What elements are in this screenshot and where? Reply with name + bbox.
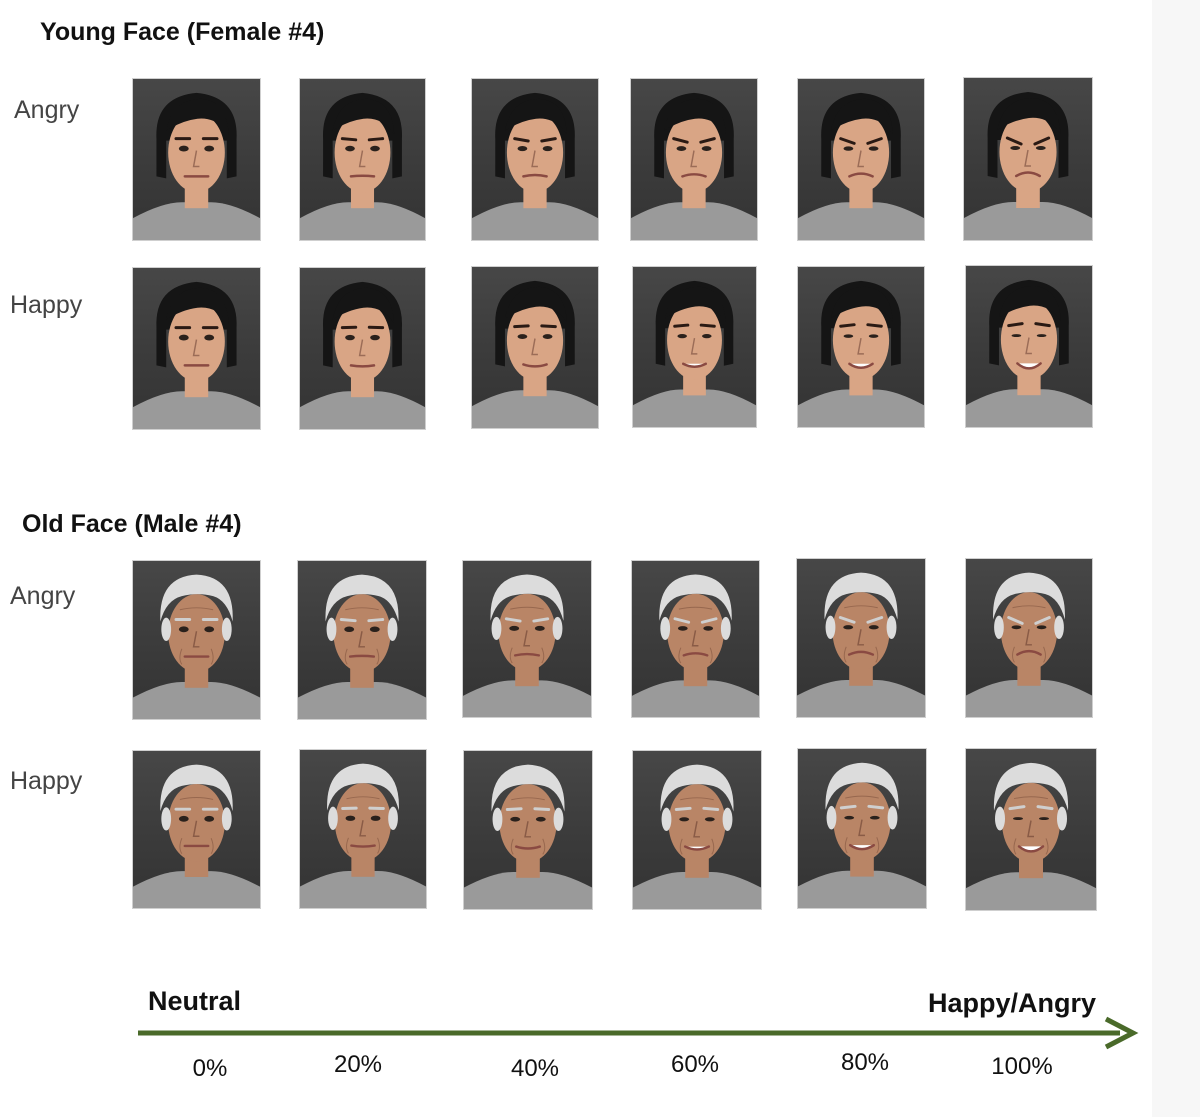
face-illustration (133, 764, 260, 908)
young-angry-photo-40 (471, 78, 599, 241)
tick-label-60: 60% (670, 1051, 720, 1078)
face-illustration (298, 574, 426, 719)
old-angry-photo-0 (132, 560, 261, 720)
face-illustration (798, 92, 924, 240)
young-happy-photo-60 (632, 266, 757, 428)
old-happy-photo-100 (965, 748, 1097, 911)
axis-end-label: Happy/Angry (928, 988, 1097, 1018)
young-angry-label: Angry (14, 96, 80, 124)
old-angry-label: Angry (10, 582, 76, 610)
arrow-head-icon (1104, 1016, 1139, 1050)
tick-label-20: 20% (333, 1051, 383, 1078)
young-angry-photo-100 (963, 77, 1093, 241)
page-edge-strip (1152, 0, 1200, 1117)
face-illustration (472, 280, 598, 428)
tick-label-0: 0% (192, 1055, 228, 1082)
old-angry-photo-20 (297, 560, 427, 720)
face-illustration (300, 763, 426, 908)
old-happy-photo-60 (632, 750, 762, 910)
young-happy-photo-20 (299, 267, 426, 430)
face-illustration (631, 92, 757, 240)
old-happy-photo-0 (132, 750, 261, 909)
old-happy-photo-40 (463, 750, 593, 910)
young-face-title: Young Face (Female #4) (40, 18, 325, 46)
axis-start-label: Neutral (148, 986, 242, 1016)
tick-label-40: 40% (510, 1055, 560, 1082)
old-angry-photo-60 (631, 560, 760, 718)
young-happy-photo-0 (132, 267, 261, 430)
face-illustration (133, 92, 260, 240)
old-happy-photo-20 (299, 749, 427, 909)
old-happy-photo-80 (797, 748, 927, 909)
face-illustration (300, 281, 425, 429)
face-illustration (472, 92, 598, 240)
old-angry-photo-100 (965, 558, 1093, 718)
face-illustration (300, 92, 425, 240)
tick-label-100: 100% (991, 1053, 1053, 1080)
face-illustration (633, 764, 761, 909)
face-illustration (966, 279, 1092, 427)
face-illustration (966, 572, 1092, 717)
face-illustration (463, 574, 591, 717)
tick-label-80: 80% (840, 1049, 890, 1076)
young-happy-label: Happy (10, 291, 83, 319)
young-angry-photo-60 (630, 78, 758, 241)
young-angry-photo-20 (299, 78, 426, 241)
old-face-title: Old Face (Male #4) (22, 510, 242, 538)
face-illustration (798, 280, 924, 427)
face-illustration (632, 574, 759, 717)
face-illustration (797, 572, 925, 717)
young-angry-photo-80 (797, 78, 925, 241)
intensity-arrow (138, 1016, 1139, 1050)
face-illustration (633, 280, 756, 427)
face-illustration (133, 574, 260, 719)
face-illustration (964, 92, 1092, 240)
face-illustration (966, 762, 1096, 910)
young-happy-photo-80 (797, 266, 925, 428)
young-happy-photo-40 (471, 266, 599, 429)
face-illustration (798, 762, 926, 908)
old-angry-photo-80 (796, 558, 926, 718)
young-happy-photo-100 (965, 265, 1093, 428)
face-illustration (464, 764, 592, 909)
old-happy-label: Happy (10, 767, 83, 795)
face-illustration (133, 281, 260, 429)
young-angry-photo-0 (132, 78, 261, 241)
old-angry-photo-40 (462, 560, 592, 718)
